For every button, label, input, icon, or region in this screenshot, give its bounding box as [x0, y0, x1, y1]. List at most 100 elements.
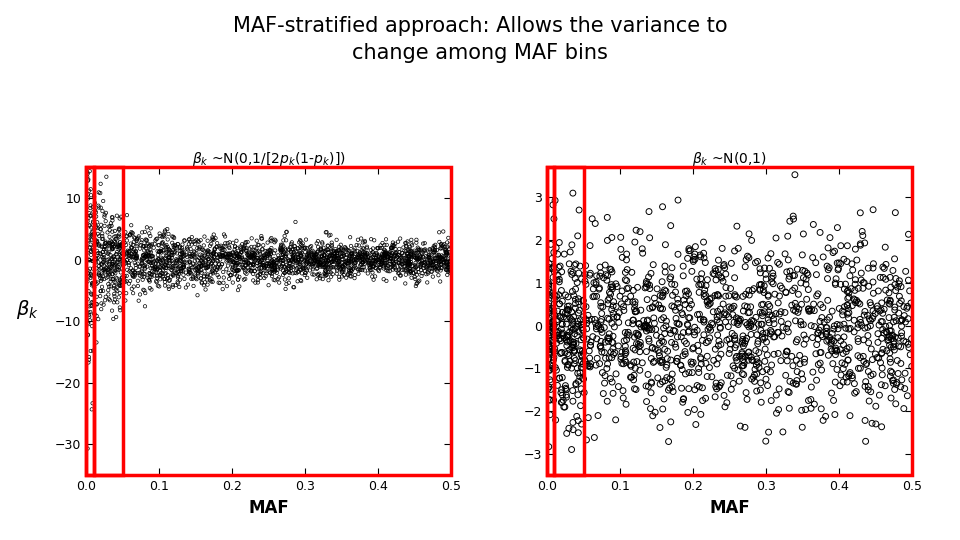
- Point: [249, 244, 264, 253]
- Point: [540, 278, 556, 287]
- Point: [581, 413, 596, 422]
- Point: [629, 340, 644, 348]
- Point: [244, 234, 259, 242]
- Point: [251, 271, 266, 280]
- Point: [122, 231, 137, 240]
- Point: [230, 259, 246, 267]
- Point: [276, 232, 292, 240]
- Point: [117, 257, 132, 266]
- Point: [129, 252, 144, 261]
- Point: [391, 251, 406, 260]
- Point: [333, 265, 348, 273]
- Point: [663, 417, 679, 426]
- Point: [882, 296, 898, 305]
- Point: [345, 251, 360, 260]
- Point: [792, 360, 807, 368]
- Point: [427, 254, 443, 262]
- Point: [618, 348, 634, 357]
- Point: [121, 259, 136, 267]
- Point: [85, 227, 101, 235]
- Point: [564, 315, 579, 324]
- Point: [129, 254, 144, 262]
- Point: [321, 268, 336, 276]
- Point: [216, 268, 231, 276]
- Point: [253, 253, 269, 262]
- Point: [396, 243, 411, 252]
- Point: [625, 320, 640, 328]
- Point: [422, 253, 438, 262]
- Point: [810, 328, 826, 337]
- Point: [223, 253, 238, 261]
- Point: [106, 260, 121, 268]
- Point: [855, 231, 871, 240]
- Point: [247, 252, 262, 261]
- Point: [668, 343, 684, 352]
- Point: [727, 302, 742, 310]
- Point: [241, 248, 256, 257]
- Point: [338, 257, 353, 266]
- Point: [300, 259, 315, 268]
- Point: [725, 329, 740, 338]
- Point: [193, 274, 208, 283]
- Point: [271, 255, 286, 264]
- Point: [290, 244, 305, 253]
- Point: [772, 260, 787, 268]
- Point: [287, 256, 302, 265]
- Point: [220, 256, 235, 265]
- Point: [839, 301, 854, 309]
- Point: [108, 269, 123, 278]
- Point: [884, 334, 900, 343]
- Point: [315, 256, 330, 265]
- Point: [804, 395, 819, 404]
- Point: [812, 348, 828, 357]
- Point: [582, 361, 597, 370]
- Point: [633, 366, 648, 375]
- Point: [92, 265, 108, 274]
- Point: [277, 263, 293, 272]
- Point: [402, 260, 418, 269]
- Point: [857, 382, 873, 391]
- Point: [81, 308, 96, 317]
- Point: [753, 265, 768, 273]
- Point: [401, 252, 417, 261]
- Point: [677, 347, 692, 356]
- Point: [541, 442, 557, 451]
- Point: [378, 261, 394, 269]
- Point: [675, 366, 690, 374]
- Point: [228, 259, 244, 267]
- Point: [583, 360, 598, 368]
- Point: [281, 261, 297, 270]
- Point: [348, 258, 363, 267]
- Point: [104, 255, 119, 264]
- Point: [162, 255, 178, 264]
- Point: [311, 258, 326, 266]
- Point: [111, 226, 127, 234]
- Point: [605, 285, 620, 293]
- Point: [415, 252, 430, 261]
- Point: [118, 289, 133, 298]
- Point: [181, 268, 197, 277]
- Point: [269, 259, 284, 267]
- Point: [266, 258, 281, 266]
- Point: [318, 228, 333, 237]
- Point: [540, 354, 556, 363]
- Point: [440, 259, 455, 267]
- Point: [804, 404, 819, 413]
- Point: [258, 247, 274, 255]
- Point: [588, 319, 603, 327]
- Point: [654, 315, 669, 324]
- Point: [606, 350, 621, 359]
- Point: [105, 260, 120, 268]
- Point: [434, 240, 449, 249]
- Point: [305, 246, 321, 255]
- Point: [229, 249, 245, 258]
- Point: [554, 386, 569, 394]
- Point: [175, 252, 190, 261]
- Point: [391, 259, 406, 267]
- Point: [696, 315, 711, 324]
- Point: [219, 282, 234, 291]
- Point: [236, 255, 252, 264]
- Point: [81, 236, 96, 245]
- Point: [350, 235, 366, 244]
- Point: [252, 255, 267, 264]
